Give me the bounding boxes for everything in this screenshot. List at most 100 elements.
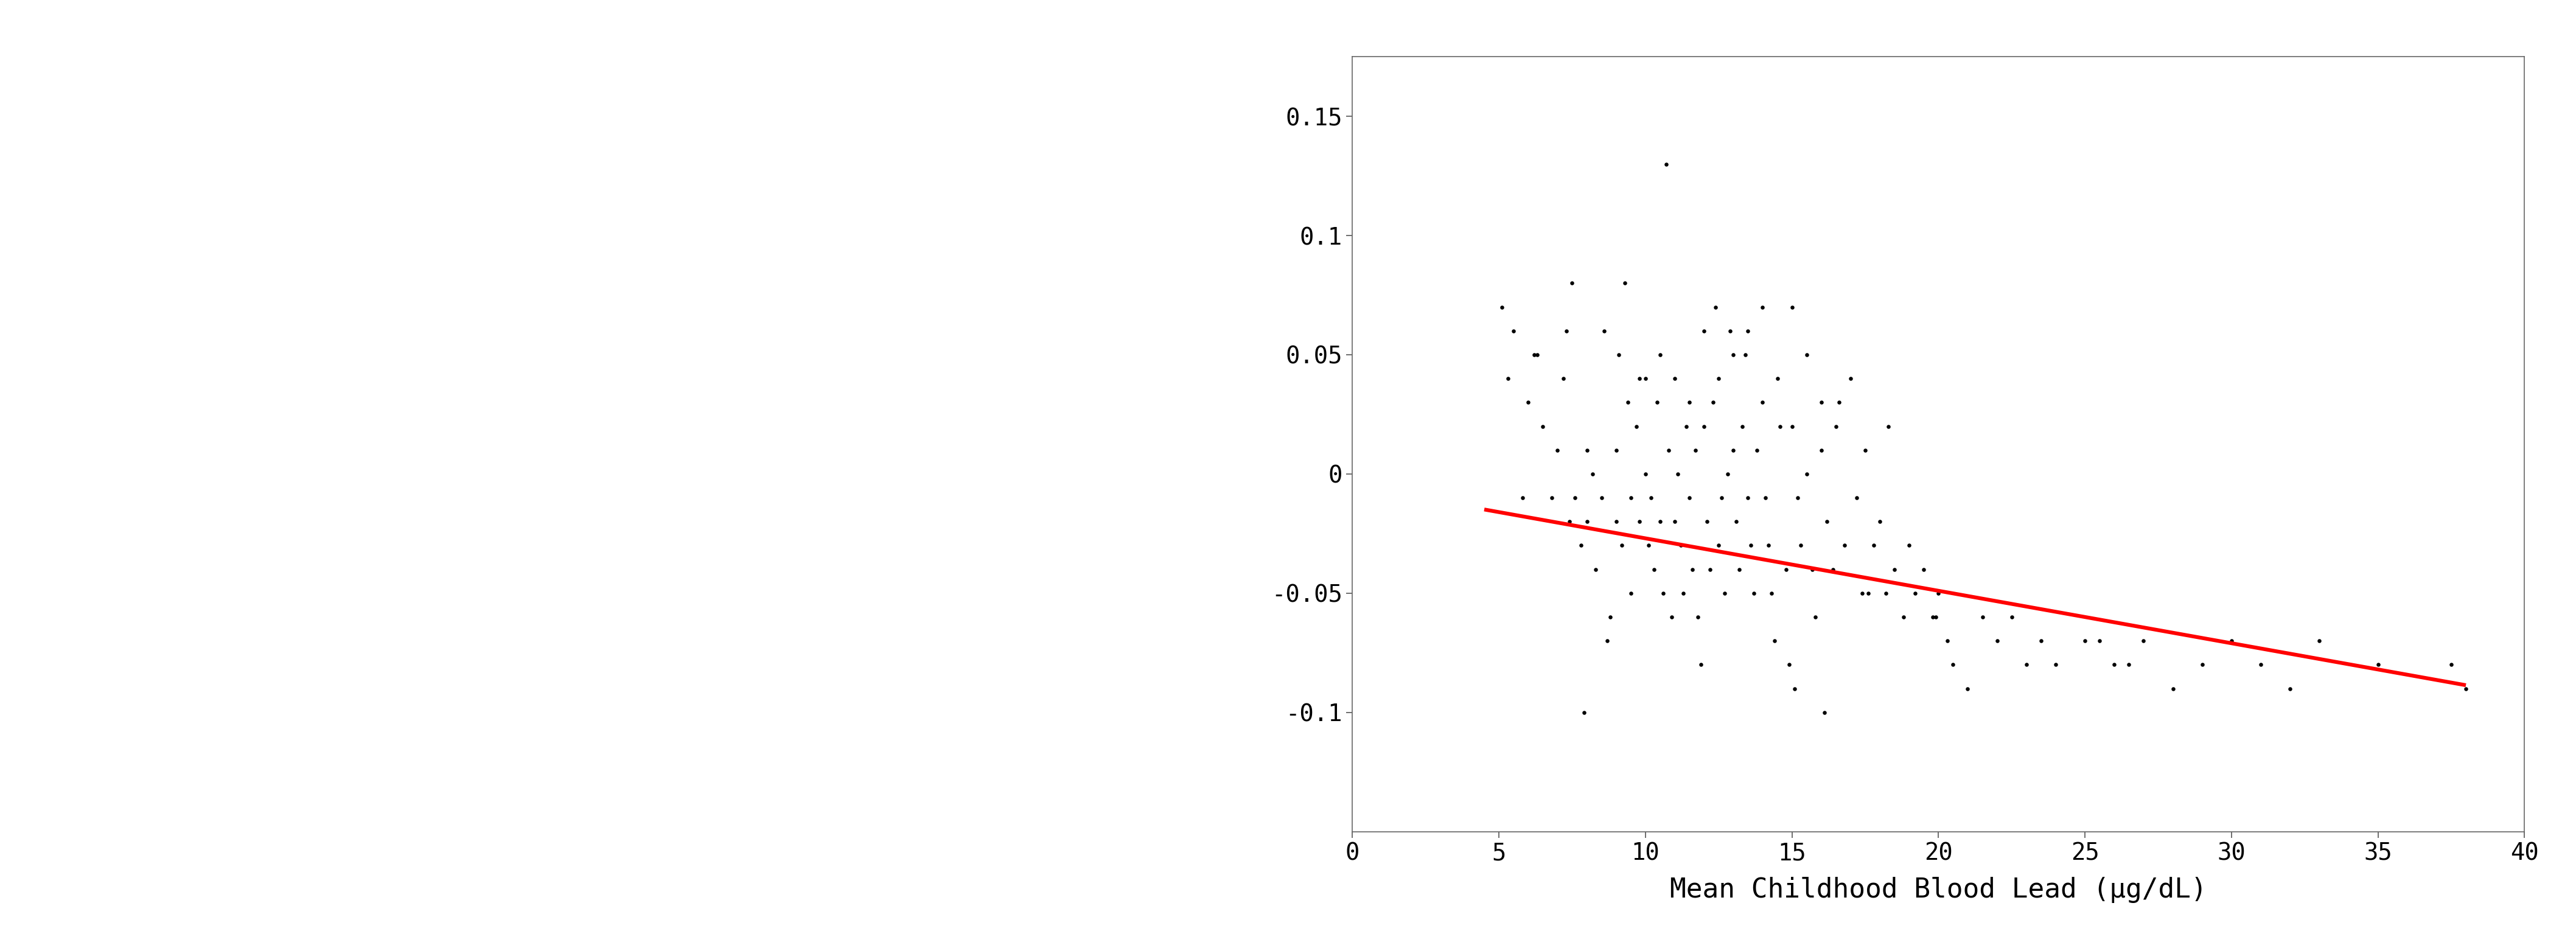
- Point: [1595, 514, 1636, 529]
- Point: [1610, 586, 1651, 601]
- Point: [1852, 538, 1893, 553]
- Point: [1538, 442, 1579, 457]
- Point: [1607, 395, 1649, 410]
- Point: [2210, 633, 2251, 648]
- Point: [1672, 561, 1713, 576]
- Point: [2063, 633, 2105, 648]
- Point: [1991, 610, 2032, 625]
- Point: [1481, 300, 1522, 315]
- Point: [1819, 395, 1860, 410]
- Point: [1636, 395, 1677, 410]
- Point: [1687, 514, 1728, 529]
- Point: [1795, 610, 1837, 625]
- Point: [1963, 610, 2004, 625]
- Point: [1643, 586, 1685, 601]
- Point: [1703, 586, 1744, 601]
- Point: [2269, 681, 2311, 696]
- Point: [1543, 371, 1584, 387]
- Point: [1801, 442, 1842, 457]
- Point: [1628, 538, 1669, 553]
- Point: [1708, 467, 1749, 482]
- Point: [1824, 538, 1865, 553]
- X-axis label: Mean Childhood Blood Lead (μg/dL): Mean Childhood Blood Lead (μg/dL): [1669, 877, 2208, 902]
- Point: [2007, 657, 2048, 672]
- Point: [1947, 681, 1989, 696]
- Point: [1749, 538, 1790, 553]
- Point: [1767, 657, 1808, 672]
- Point: [1618, 514, 1659, 529]
- Point: [1690, 561, 1731, 576]
- Point: [1530, 490, 1571, 506]
- Point: [1780, 538, 1821, 553]
- Point: [1625, 467, 1667, 482]
- Point: [2123, 633, 2164, 648]
- Point: [1625, 371, 1667, 387]
- Point: [2445, 681, 2486, 696]
- Point: [1646, 157, 1687, 172]
- Point: [1752, 586, 1793, 601]
- Point: [1865, 586, 1906, 601]
- Point: [2298, 633, 2339, 648]
- Point: [1801, 395, 1842, 410]
- Point: [2094, 657, 2136, 672]
- Point: [1893, 586, 1935, 601]
- Point: [2432, 657, 2473, 672]
- Point: [1757, 371, 1798, 387]
- Point: [1932, 657, 1973, 672]
- Point: [2035, 657, 2076, 672]
- Point: [1651, 610, 1692, 625]
- Point: [1873, 561, 1914, 576]
- Point: [1600, 347, 1641, 362]
- Point: [1914, 610, 1955, 625]
- Point: [2182, 657, 2223, 672]
- Point: [2154, 681, 2195, 696]
- Point: [1553, 490, 1595, 506]
- Point: [1710, 323, 1752, 338]
- Point: [1744, 490, 1785, 506]
- Point: [1582, 490, 1623, 506]
- Point: [1618, 371, 1659, 387]
- Point: [2241, 657, 2282, 672]
- Point: [1772, 300, 1814, 315]
- Point: [1698, 371, 1739, 387]
- Point: [1649, 442, 1690, 457]
- Point: [1803, 705, 1844, 720]
- Point: [1674, 442, 1716, 457]
- Point: [1664, 586, 1705, 601]
- Point: [1589, 610, 1631, 625]
- Point: [1814, 561, 1855, 576]
- Point: [1486, 371, 1528, 387]
- Point: [1669, 395, 1710, 410]
- Point: [1502, 490, 1543, 506]
- Point: [1561, 538, 1602, 553]
- Point: [1785, 467, 1826, 482]
- Point: [1765, 561, 1806, 576]
- Point: [1775, 681, 1816, 696]
- Point: [1700, 490, 1741, 506]
- Point: [1976, 633, 2017, 648]
- Point: [1713, 347, 1754, 362]
- Point: [2357, 657, 2398, 672]
- Point: [1806, 514, 1847, 529]
- Point: [1602, 538, 1643, 553]
- Point: [1507, 395, 1548, 410]
- Point: [1574, 561, 1615, 576]
- Point: [1728, 490, 1770, 506]
- Point: [1754, 633, 1795, 648]
- Point: [1695, 300, 1736, 315]
- Point: [1615, 419, 1656, 434]
- Point: [2020, 633, 2061, 648]
- Point: [1927, 633, 1968, 648]
- Point: [1587, 633, 1628, 648]
- Point: [1785, 347, 1826, 362]
- Point: [1883, 610, 1924, 625]
- Point: [1723, 347, 1765, 362]
- Point: [1659, 538, 1700, 553]
- Point: [2079, 633, 2120, 648]
- Point: [1698, 538, 1739, 553]
- Point: [1860, 514, 1901, 529]
- Point: [1793, 561, 1834, 576]
- Point: [1517, 347, 1558, 362]
- Point: [1728, 323, 1770, 338]
- Point: [1631, 490, 1672, 506]
